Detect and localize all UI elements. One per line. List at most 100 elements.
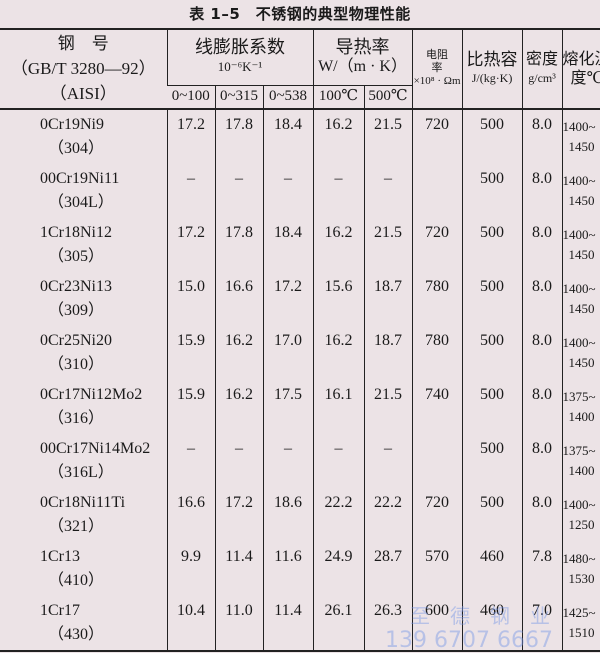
table-row: 0Cr19Ni9 （304） 17.2 17.8 18.4 16.2 21.5 720 500…	[0, 108, 600, 164]
table-row: 0Cr23Ni13 （309） 15.0 16.6 17.2 15.6 18.7 780 50…	[0, 271, 600, 326]
melting-high: 1450	[568, 354, 595, 370]
cell-e3: 11.6	[262, 541, 314, 596]
header-conductivity-unit: W/（m · K）	[318, 58, 407, 76]
grade-name: 0Cr23Ni13	[40, 277, 112, 295]
table-row: 0Cr17Ni12Mo2 （316） 15.9 16.2 17.5 16.1 21.5 74…	[0, 379, 600, 434]
cell-d: 8.0	[521, 433, 563, 488]
cell-k2: –	[363, 163, 413, 218]
cell-k1: –	[312, 163, 365, 218]
cell-e1: 16.6	[166, 487, 215, 542]
grade-cell: 1Cr17 （430）	[0, 596, 167, 651]
melting-high: 1450	[568, 246, 595, 262]
header-resistivity-label1: 电阻	[426, 49, 449, 62]
cell-d: 7.8	[521, 541, 563, 596]
header-range-0-315: 0~315	[214, 84, 263, 109]
table-row: 00Cr19Ni11 （304L） – – – – –500 8.0 1400~ 1450	[0, 163, 600, 218]
cell-cp: 500	[461, 379, 523, 434]
cell-k2: 22.2	[363, 487, 413, 542]
header-expansion: 线膨胀系数 10⁻⁶K⁻¹	[166, 29, 314, 85]
grade-name: 1Cr18Ni12	[40, 223, 112, 241]
header-range-0-100: 0~100	[167, 84, 215, 109]
melting-low: 1425~	[562, 604, 596, 620]
melting-high: 1510	[568, 624, 595, 640]
cell-e3: –	[262, 163, 314, 218]
cell-k1: 16.2	[312, 108, 365, 164]
cell-rho: 740	[411, 379, 463, 434]
cell-cp: 500	[461, 217, 523, 272]
cell-e3: 17.0	[262, 325, 314, 380]
header-density-label: 密度	[526, 50, 559, 68]
cell-k2: 21.5	[363, 217, 413, 272]
cell-e1: –	[166, 163, 215, 218]
grade-aisi: （304）	[48, 139, 105, 157]
cell-e3: 11.4	[262, 595, 314, 651]
cell-rho	[411, 163, 463, 218]
grade-cell: 0Cr19Ni9 （304）	[0, 109, 167, 164]
grade-aisi: （316L）	[48, 463, 114, 481]
melting-cell: 1400~ 1450	[561, 163, 600, 218]
cell-cp: 460	[461, 541, 523, 596]
cell-k2: 21.5	[363, 108, 413, 164]
cell-e2: 11.4	[214, 541, 263, 596]
melting-high: 1450	[568, 138, 595, 154]
grade-aisi: （304L）	[48, 193, 114, 211]
grade-name: 0Cr18Ni11Ti	[40, 493, 126, 511]
grade-aisi: （316）	[48, 409, 105, 427]
cell-e1: 17.2	[166, 108, 215, 164]
cell-k1: 26.1	[312, 595, 365, 651]
cell-e2: 11.0	[214, 595, 263, 651]
melting-cell: 1400~ 1450	[561, 325, 600, 380]
header-grade-aisi: （AISI）	[49, 84, 117, 104]
cell-e1: 17.2	[166, 217, 215, 272]
cell-e3: 17.5	[262, 379, 314, 434]
grade-cell: 0Cr25Ni20 （310）	[0, 326, 167, 380]
cell-rho: 720	[411, 487, 463, 542]
cell-cp: 500	[461, 271, 523, 326]
cell-rho: 570	[411, 541, 463, 596]
cell-d: 8.0	[521, 379, 563, 434]
cell-d: 8.0	[521, 217, 563, 272]
melting-low: 1400~	[562, 172, 596, 188]
watermark-name: 至 德 钢 业	[410, 604, 550, 628]
cell-e3: –	[262, 433, 314, 488]
cell-d: 7.0	[521, 595, 563, 651]
cell-rho: 600	[411, 595, 463, 651]
cell-k2: 26.3	[363, 595, 413, 651]
grade-aisi: （305）	[48, 247, 105, 265]
cell-d: 8.0	[521, 271, 563, 326]
melting-high: 1450	[568, 192, 595, 208]
cell-k1: 24.9	[312, 541, 365, 596]
grade-cell: 1Cr18Ni12 （305）	[0, 218, 167, 272]
cell-e3: 18.6	[262, 487, 314, 542]
melting-low: 1400~	[562, 280, 596, 296]
header-resistivity-label2: 率	[431, 62, 443, 75]
grade-aisi: （310）	[48, 355, 105, 373]
header-specific-heat: 比热容 J/(kg·K)	[461, 29, 523, 109]
header-expansion-label: 线膨胀系数	[195, 37, 285, 58]
cell-k1: 22.2	[312, 487, 365, 542]
melting-low: 1400~	[562, 496, 596, 512]
cell-e2: 17.8	[214, 108, 263, 164]
cell-k2: 28.7	[363, 541, 413, 596]
cell-rho: 720	[411, 108, 463, 164]
cell-e2: –	[214, 163, 263, 218]
cell-k1: 16.2	[312, 325, 365, 380]
physical-properties-table: 钢 号 （GB/T 3280—92） （AISI） 线膨胀系数 10⁻⁶K⁻¹ …	[0, 28, 600, 652]
header-temp-100: 100℃	[312, 84, 365, 109]
header-range-0-538: 0~538	[262, 84, 314, 109]
cell-e2: 17.8	[214, 217, 263, 272]
melting-low: 1480~	[562, 550, 596, 566]
header-expansion-unit: 10⁻⁶K⁻¹	[217, 59, 263, 75]
grade-aisi: （309）	[48, 301, 105, 319]
melting-high: 1400	[568, 408, 595, 424]
grade-cell: 0Cr17Ni12Mo2 （316）	[0, 380, 167, 434]
cell-e3: 17.2	[262, 271, 314, 326]
cell-rho: 720	[411, 217, 463, 272]
melting-cell: 1400~ 1250	[561, 487, 600, 542]
header-density-unit: g/cm³	[528, 70, 556, 85]
header-density: 密度 g/cm³	[521, 29, 563, 109]
cell-e2: 16.2	[214, 379, 263, 434]
cell-e2: 17.2	[214, 487, 263, 542]
melting-cell: 1375~ 1400	[561, 379, 600, 434]
cell-cp: 500	[461, 433, 523, 488]
